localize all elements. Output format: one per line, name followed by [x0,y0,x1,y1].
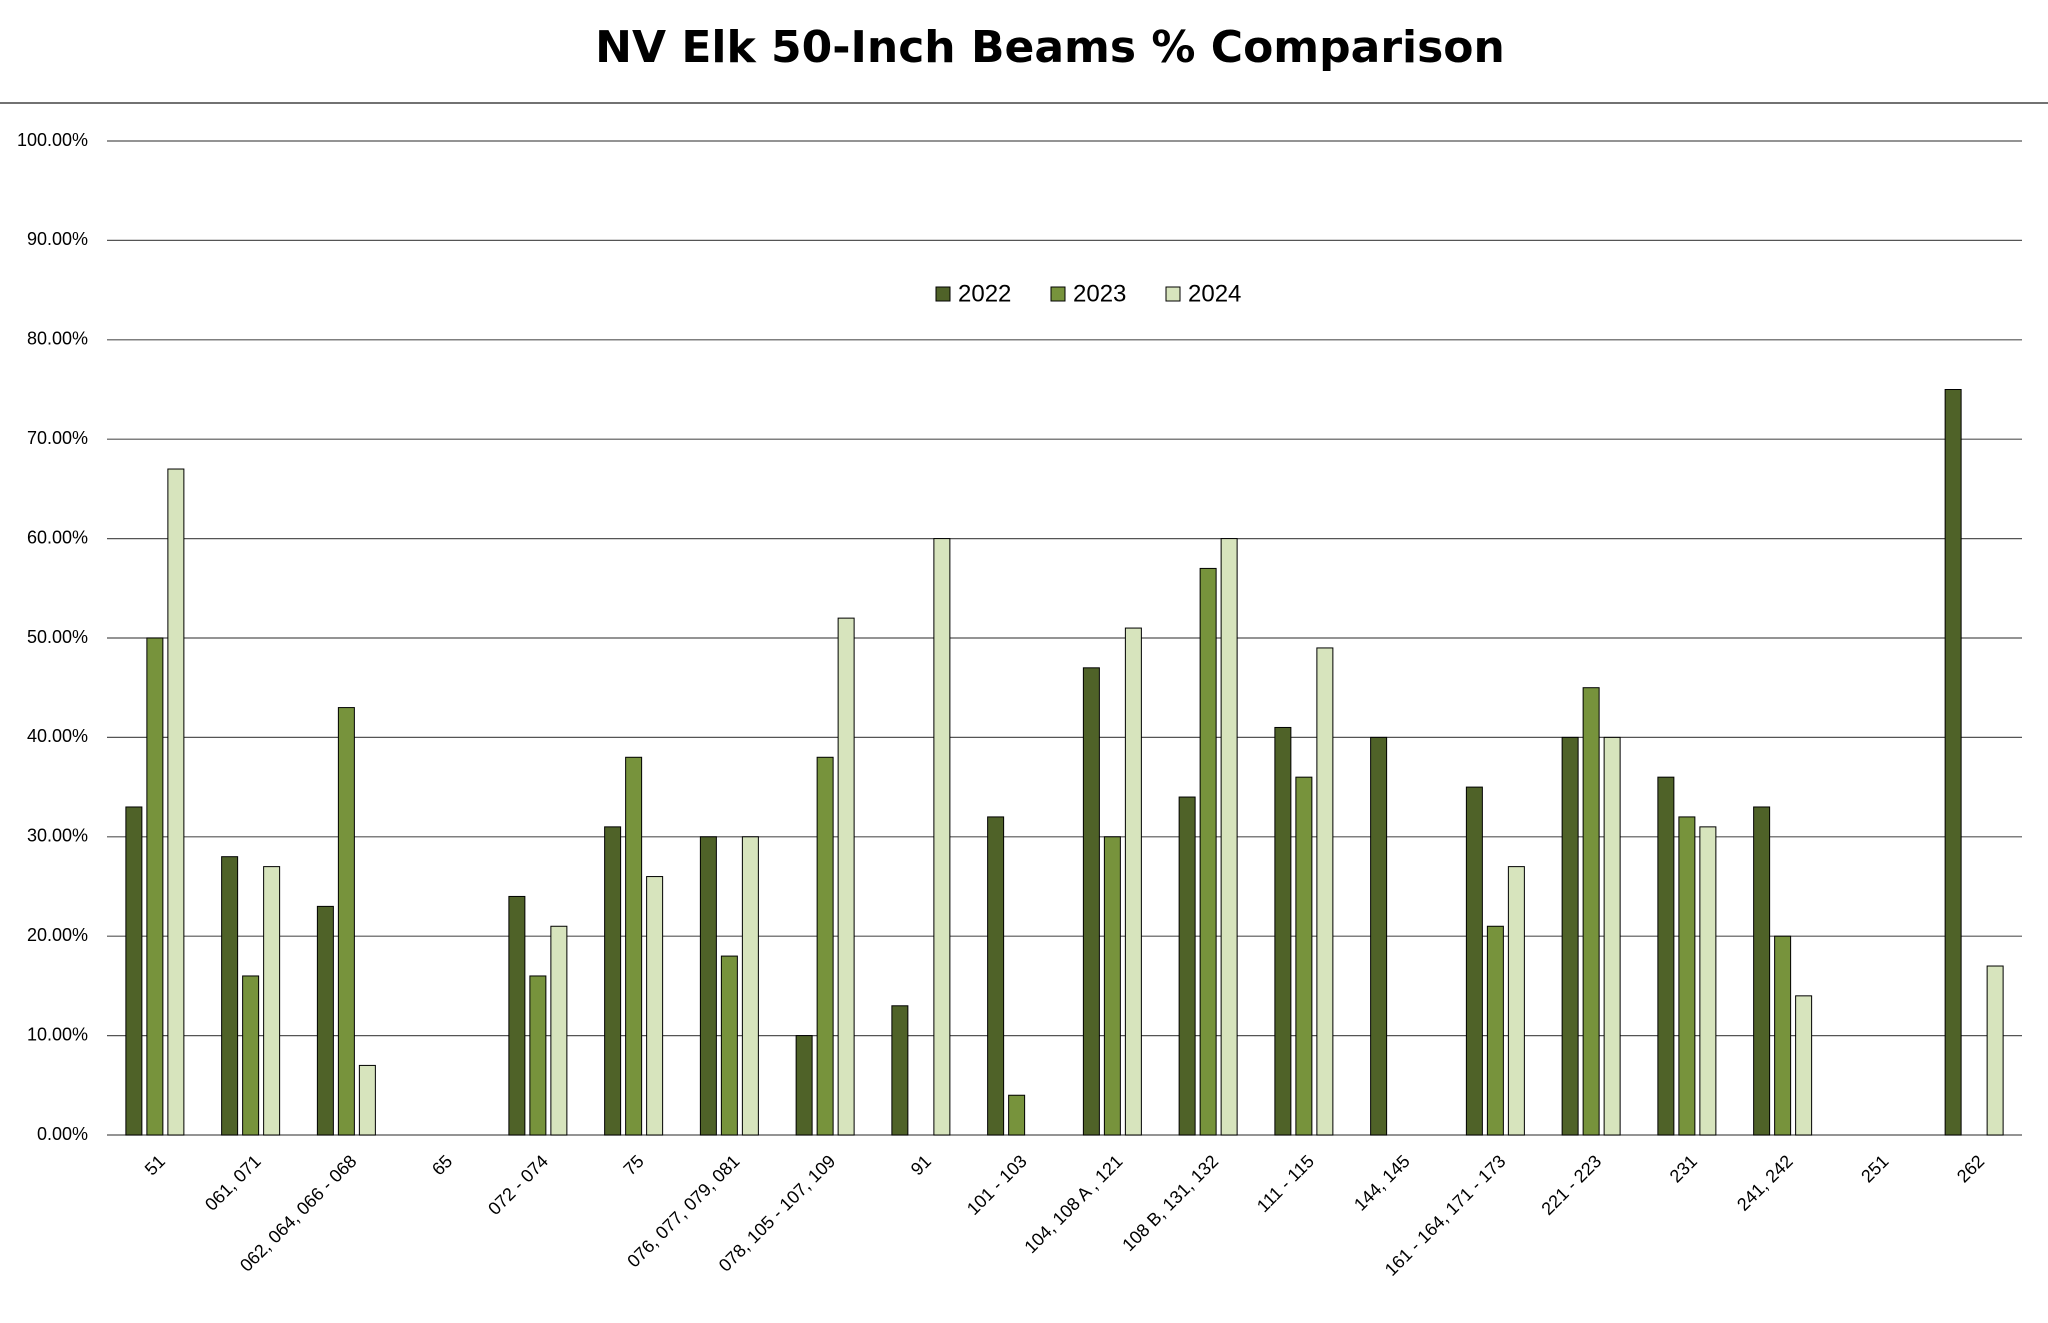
x-tick-label: 101 - 103 [963,1151,1031,1219]
bar [987,816,1005,1136]
bar [1274,726,1292,1136]
legend-label: 2024 [1188,280,1241,307]
bar [1986,965,2004,1136]
bar [625,756,643,1136]
bar [125,806,143,1136]
bar [1316,647,1334,1136]
y-tick-label: 50.00% [27,627,88,647]
y-tick-label: 60.00% [27,527,88,547]
bar [221,856,239,1136]
x-tick-label: 51 [141,1151,169,1179]
y-tick-label: 30.00% [27,826,88,846]
bar [316,905,334,1136]
bar [242,975,260,1136]
bar [1944,389,1962,1136]
bar [1582,687,1600,1136]
bar [741,836,759,1136]
x-tick-label: 91 [907,1151,935,1179]
bar [508,895,526,1136]
bar [146,637,164,1136]
bar [1486,925,1504,1136]
bar [1678,816,1696,1136]
legend-label: 2022 [958,280,1011,307]
bar [167,468,185,1136]
bar [1124,627,1142,1136]
bar [699,836,717,1136]
legend-swatch [1165,286,1181,302]
bar [1507,866,1525,1136]
bar [1753,806,1771,1136]
bar [933,538,951,1136]
bar [1465,786,1483,1136]
x-tick-label: 144, 145 [1350,1151,1414,1215]
bar [358,1064,376,1136]
bar [1774,935,1792,1136]
x-tick-label: 231 [1666,1151,1701,1186]
y-tick-label: 20.00% [27,925,88,945]
bar [1370,736,1388,1136]
y-tick-label: 10.00% [27,1024,88,1044]
bar [337,707,355,1136]
x-tick-label: 75 [620,1151,648,1179]
x-tick-label: 65 [428,1151,456,1179]
bar [604,826,622,1136]
y-tick-label: 40.00% [27,726,88,746]
bar [263,866,281,1136]
bar [816,756,834,1136]
bar [891,1005,909,1136]
bar [550,925,568,1136]
bar [1220,538,1238,1136]
bar [1082,667,1100,1136]
bar [720,955,738,1136]
x-tick-label: 061, 071 [201,1151,265,1215]
bar [1657,776,1675,1136]
y-tick-label: 100.00% [17,130,88,150]
x-tick-label: 104, 108 A , 121 [1020,1151,1126,1257]
y-tick-label: 70.00% [27,428,88,448]
bar [1561,736,1579,1136]
x-tick-label: 221 - 223 [1537,1151,1605,1219]
x-tick-label: 111 - 115 [1253,1151,1318,1216]
bar [1795,995,1813,1136]
y-tick-label: 90.00% [27,229,88,249]
bar [795,1035,813,1136]
bar [837,617,855,1136]
bar [1603,736,1621,1136]
bar [529,975,547,1136]
legend-swatch [1050,286,1066,302]
y-tick-label: 0.00% [37,1124,88,1144]
bar [1103,836,1121,1136]
x-tick-label: 072 - 074 [484,1151,552,1219]
chart-title: NV Elk 50-Inch Beams % Comparison [595,22,1505,73]
legend-label: 2023 [1073,280,1126,307]
y-tick-label: 80.00% [27,329,88,349]
x-tick-label: 262 [1953,1151,1988,1186]
x-tick-label: 241, 242 [1733,1151,1797,1215]
x-tick-label: 251 [1857,1151,1892,1186]
bar [646,876,664,1136]
legend-swatch [935,286,951,302]
bar [1178,796,1196,1136]
bar [1699,826,1717,1136]
bar [1199,567,1217,1136]
x-tick-label: 108 B, 131, 132 [1118,1151,1222,1255]
bar [1008,1094,1026,1136]
bar [1295,776,1313,1136]
